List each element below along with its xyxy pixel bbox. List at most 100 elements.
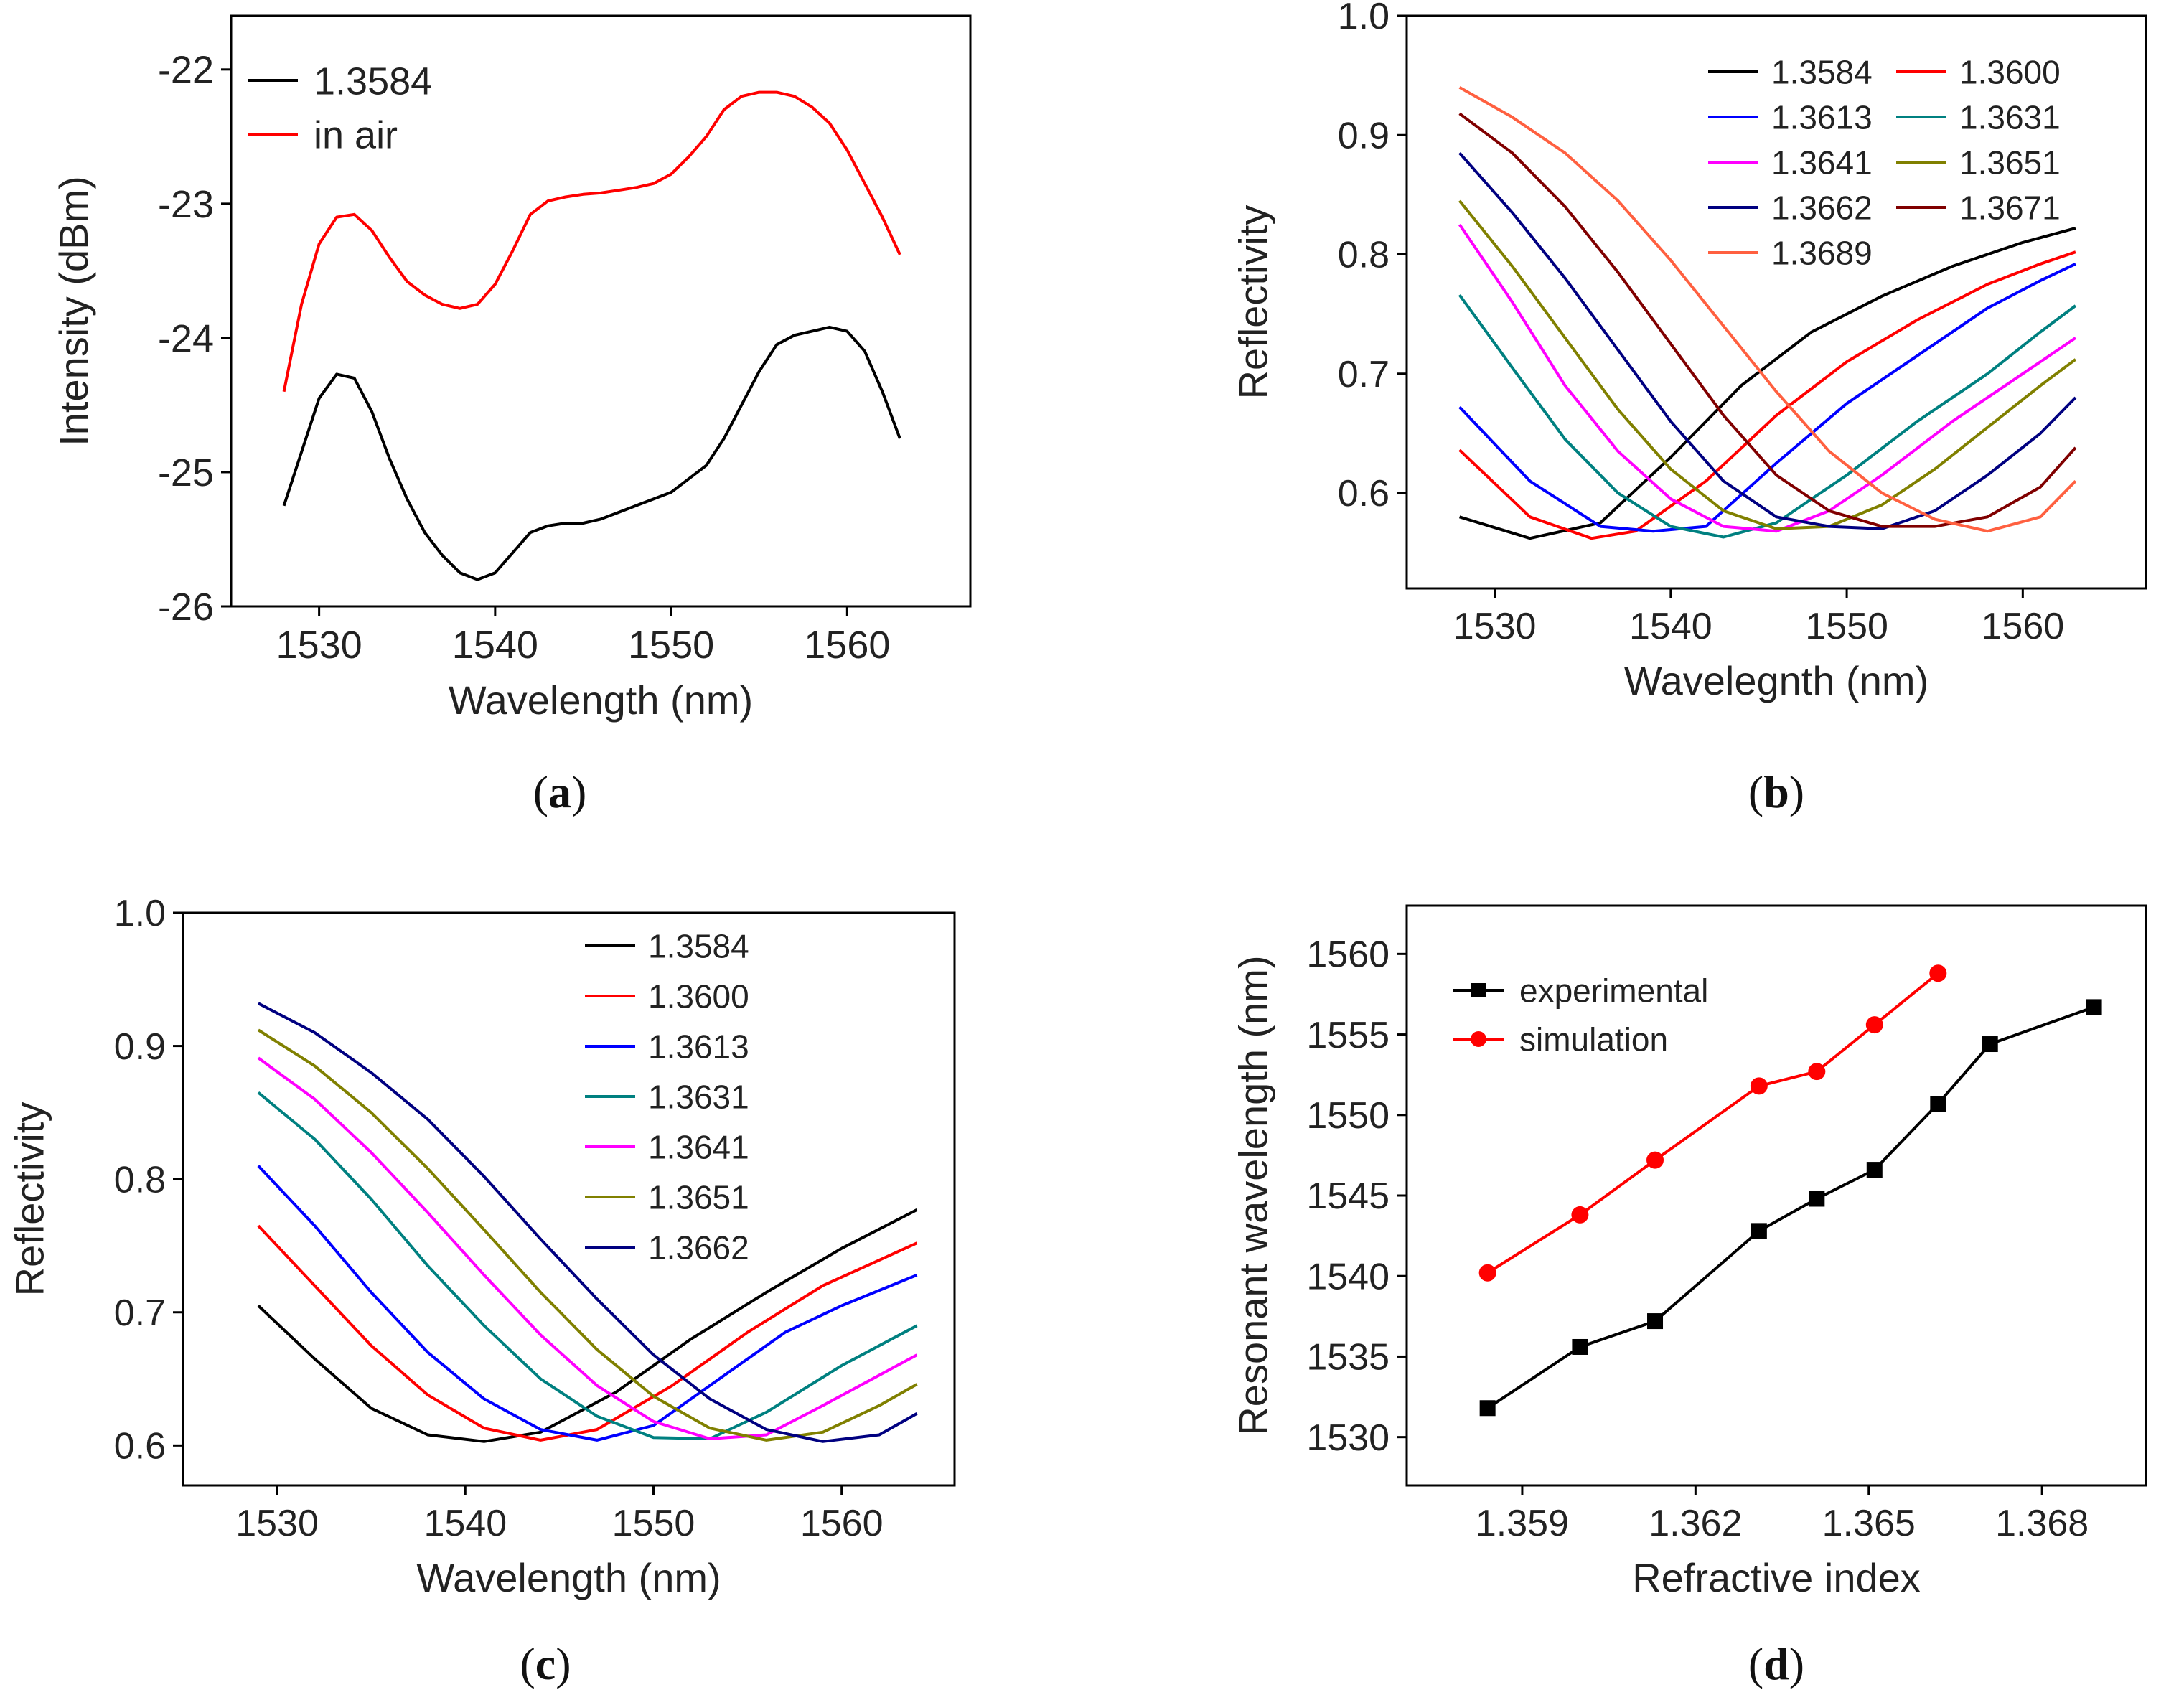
legend-label: 1.3631 (1959, 99, 2061, 136)
series-line-1.3641 (257, 1056, 918, 1440)
data-point-circle (1646, 1151, 1664, 1169)
panel-a: 1530 1540 1550 1560 -26 -25 -24 -23 -22 Wavelengt… (51, 14, 972, 817)
series-line-1.3689 (1458, 86, 2077, 533)
y-tick-label: 0.8 (1338, 235, 1389, 276)
x-axis-label: Wavelength (nm) (449, 677, 753, 723)
series-line-1.3662 (257, 1002, 918, 1443)
legend-label: 1.3584 (314, 60, 432, 103)
series-line-1.3584 (282, 325, 901, 581)
series-line-1.3600 (257, 1224, 918, 1442)
x-tick-label: 1530 (235, 1503, 319, 1544)
y-tick-label: 1.0 (114, 893, 166, 934)
legend-c: 1.3584 1.3600 1.3613 1.3631 1.3641 1.3651 1.36… (585, 928, 749, 1267)
x-tick-label: 1.365 (1822, 1503, 1916, 1544)
panel-label-c: (c) (520, 1638, 571, 1689)
y-tick-label: 0.9 (1338, 115, 1389, 156)
legend-label: 1.3671 (1959, 189, 2061, 227)
series-line-1.3631 (257, 1091, 918, 1440)
data-point-circle (1571, 1206, 1589, 1224)
data-point-square (1572, 1338, 1588, 1355)
series-line-in-air (282, 90, 901, 393)
legend-marker-circle (1471, 1031, 1486, 1047)
data-point-square (1809, 1191, 1825, 1207)
series-line-1.3613 (257, 1165, 918, 1442)
legend-label: 1.3651 (648, 1179, 749, 1216)
y-tick-label: -24 (158, 317, 214, 360)
x-tick-label: 1.368 (1995, 1503, 2089, 1544)
x-axis-label: Refractive index (1632, 1555, 1921, 1600)
legend-label: 1.3584 (648, 928, 749, 965)
y-axis-label: Reflectivity (7, 1102, 52, 1297)
y-tick-label: 1530 (1306, 1417, 1389, 1459)
y-tick-label: 0.9 (114, 1026, 166, 1068)
series-line-1.3584 (1459, 226, 2076, 540)
x-axis-label: Wavelength (nm) (416, 1555, 721, 1600)
series-line-1.3631 (1458, 293, 2077, 539)
y-axis-label: Resonant wavelength (nm) (1231, 955, 1276, 1435)
plot-frame-d (1405, 904, 2147, 1487)
plot-frame-c (182, 911, 956, 1487)
series-line-1.3600 (1458, 250, 2076, 540)
legend-label: experimental (1519, 972, 1708, 1010)
x-tick-label: 1530 (276, 624, 362, 667)
legend-label: 1.3641 (648, 1129, 749, 1166)
plot-frame-a (230, 14, 972, 608)
legend-marker-square (1471, 983, 1486, 997)
data-point-square (1479, 1400, 1496, 1417)
legend-label: 1.3613 (648, 1028, 749, 1066)
data-point-square (1647, 1313, 1664, 1330)
legend-label: 1.3631 (648, 1079, 749, 1116)
y-tick-label: 0.7 (114, 1292, 166, 1334)
panel-c: 1530 1540 1550 1560 0.6 0.7 0.8 0.9 1.0 Wavelengt… (7, 893, 956, 1689)
y-tick-label: 0.6 (114, 1426, 166, 1467)
y-axis-label: Intensity (dBm) (51, 176, 96, 446)
legend-label: simulation (1519, 1021, 1668, 1058)
data-point-circle (1808, 1063, 1826, 1081)
data-point-circle (1865, 1016, 1883, 1034)
y-tick-label: 0.8 (114, 1159, 166, 1201)
series-line-1.3671 (1458, 112, 2077, 528)
y-tick-label: 1550 (1306, 1095, 1389, 1137)
data-point-square (1930, 1096, 1946, 1112)
data-point-circle (1929, 964, 1947, 982)
panel-label-a: (a) (533, 766, 587, 817)
legend-label: 1.3662 (648, 1229, 749, 1267)
x-tick-label: 1550 (628, 624, 714, 667)
y-tick-label: 1540 (1306, 1256, 1389, 1297)
series-line-1.3641 (1458, 223, 2077, 533)
y-tick-label: 0.6 (1338, 473, 1389, 515)
legend-label: 1.3600 (1959, 54, 2061, 91)
x-tick-label: 1560 (800, 1503, 884, 1544)
x-tick-label: 1540 (452, 624, 538, 667)
y-tick-label: -22 (158, 49, 214, 92)
y-tick-label: 1545 (1306, 1175, 1389, 1217)
legend-label: 1.3662 (1771, 189, 1873, 227)
series-line-1.3651 (257, 1028, 918, 1442)
y-tick-label: -25 (158, 451, 214, 494)
y-axis-label: Reflectivity (1231, 205, 1276, 400)
data-point-square (1866, 1162, 1883, 1178)
series-line-1.3613 (1458, 262, 2076, 533)
legend-label: 1.3613 (1771, 99, 1873, 136)
legend-a: 1.3584 in air (248, 60, 432, 156)
legend-label: 1.3651 (1959, 144, 2061, 182)
legend-d: experimental simulation (1453, 972, 1708, 1058)
y-tick-label: 0.7 (1338, 354, 1389, 395)
data-point-circle (1750, 1077, 1768, 1095)
x-tick-label: 1540 (1629, 606, 1712, 647)
y-tick-label: 1560 (1306, 934, 1389, 976)
y-tick-label: -26 (158, 586, 214, 629)
data-point-square (1982, 1036, 1998, 1053)
series-line-1.3651 (1458, 199, 2077, 530)
y-tick-label: 1.0 (1338, 0, 1389, 37)
panel-b: 1530 1540 1550 1560 0.6 0.7 0.8 0.9 1.0 Wavelegnt… (1231, 0, 2147, 817)
legend-label: in air (314, 113, 398, 156)
x-tick-label: 1550 (1805, 606, 1888, 647)
x-axis-label: Wavelegnth (nm) (1624, 658, 1928, 703)
y-tick-label: 1555 (1306, 1015, 1389, 1056)
series-line-1.3662 (1458, 151, 2077, 530)
x-tick-label: 1560 (804, 624, 890, 667)
legend-label: 1.3689 (1771, 235, 1873, 272)
legend-label: 1.3584 (1771, 54, 1873, 91)
